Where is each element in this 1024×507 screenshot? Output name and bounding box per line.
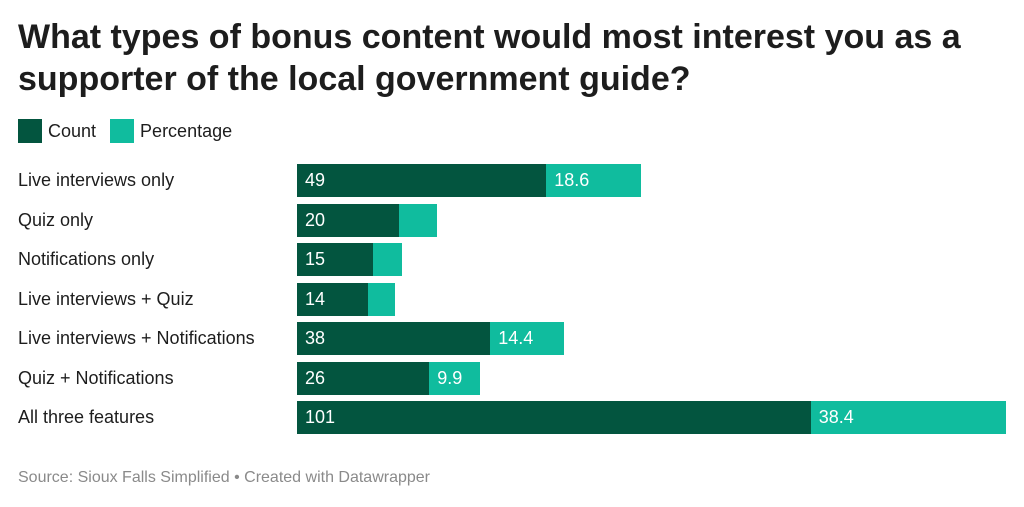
bar-percentage	[368, 283, 396, 316]
category-label: Live interviews + Quiz	[18, 289, 194, 309]
data-label-count: 26	[305, 368, 326, 388]
data-label-count: 38	[305, 328, 326, 348]
legend: Count Percentage	[18, 118, 246, 144]
category-label: Notifications only	[18, 249, 155, 269]
legend-swatch-percentage	[110, 119, 135, 143]
bar-count	[297, 401, 811, 434]
category-label: All three features	[18, 407, 155, 427]
footer-separator: •	[229, 469, 245, 486]
bar-chart: Live interviews only 49 18.6 Quiz only 20 Not…	[0, 163, 1024, 438]
legend-label-percentage: Percentage	[140, 120, 233, 141]
data-label-percentage: 9.9	[437, 368, 463, 388]
data-label-percentage: 38.4	[818, 407, 854, 427]
bar-count	[297, 283, 369, 316]
legend-label-count: Count	[48, 120, 97, 141]
bar-percentage	[373, 243, 403, 276]
data-label-count: 20	[305, 210, 326, 230]
legend-item-count: Count	[18, 119, 96, 143]
data-label-count: 49	[305, 170, 326, 190]
legend-swatch-count	[18, 119, 42, 143]
source-text: Source: Sioux Falls Simplified	[18, 469, 230, 486]
category-label: Quiz only	[18, 210, 94, 230]
chart-title: What types of bonus content would most i…	[18, 18, 961, 98]
credit-link[interactable]: Created with Datawrapper	[244, 469, 431, 486]
bar-count	[297, 362, 430, 395]
data-label-percentage: 18.6	[554, 170, 590, 190]
data-label-count: 14	[305, 289, 326, 309]
bar-percentage	[490, 322, 564, 355]
bar-count	[297, 204, 399, 237]
data-label-count: 15	[305, 249, 326, 269]
bar-percentage	[429, 362, 480, 395]
footer: Source: Sioux Falls Simplified • Created…	[18, 469, 430, 487]
bar-count	[297, 164, 547, 197]
category-label: Live interviews only	[18, 170, 175, 190]
bar-percentage	[810, 401, 1006, 434]
bar-count	[297, 243, 374, 276]
bar-count	[297, 322, 491, 355]
data-label-count: 101	[305, 407, 336, 427]
bar-percentage	[546, 164, 641, 197]
category-label: Quiz + Notifications	[18, 368, 174, 388]
data-label-percentage: 14.4	[498, 328, 534, 348]
legend-item-percentage: Percentage	[110, 119, 232, 143]
category-label: Live interviews + Notifications	[18, 328, 255, 348]
bar-percentage	[398, 204, 438, 237]
